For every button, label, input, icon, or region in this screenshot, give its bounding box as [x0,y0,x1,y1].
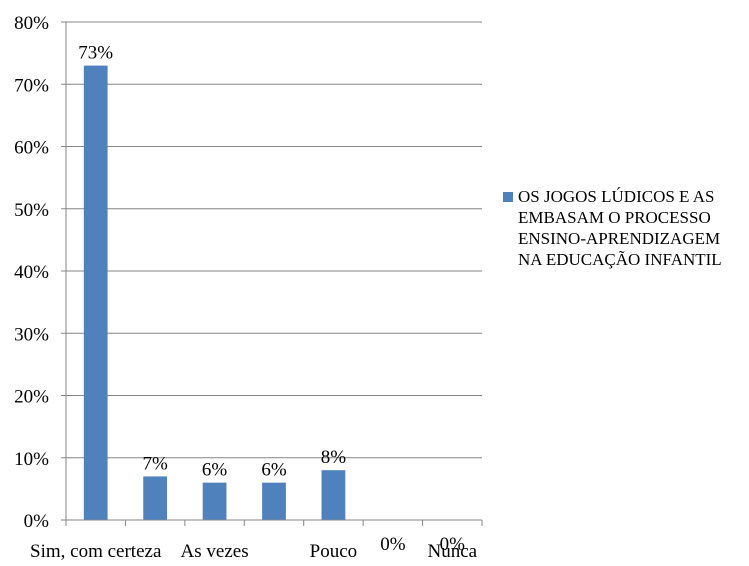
bar [321,470,346,520]
y-tick-label: 50% [14,200,49,221]
data-label: 0% [380,534,406,555]
y-tick-label: 30% [14,324,49,345]
legend-label: OS JOGOS LÚDICOS E AS EMBASAM O PROCESSO… [518,187,722,269]
x-tick-label: As vezes [181,541,249,562]
y-tick-label: 10% [14,449,49,470]
y-tick-label: 0% [24,511,50,532]
data-label: 73% [78,43,113,64]
bar [83,65,108,520]
bar [202,482,227,520]
x-tick-label: Sim, com certeza [30,541,162,562]
x-tick-label: Pouco [310,541,358,562]
y-tick-label: 80% [14,13,49,34]
data-label: 8% [321,447,347,468]
data-label: 6% [202,460,228,481]
y-tick-label: 20% [14,387,49,408]
bar [143,476,168,520]
x-tick-label: Nunca [427,541,477,562]
data-label: 7% [142,453,168,474]
data-label: 6% [261,460,287,481]
y-tick-label: 40% [14,262,49,283]
y-tick-label: 70% [14,75,49,96]
data-label: 0% [440,534,466,555]
legend-swatch [503,192,513,202]
bar [262,482,286,520]
y-tick-label: 60% [14,138,49,159]
legend: OS JOGOS LÚDICOS E AS EMBASAM O PROCESSO… [503,186,743,270]
